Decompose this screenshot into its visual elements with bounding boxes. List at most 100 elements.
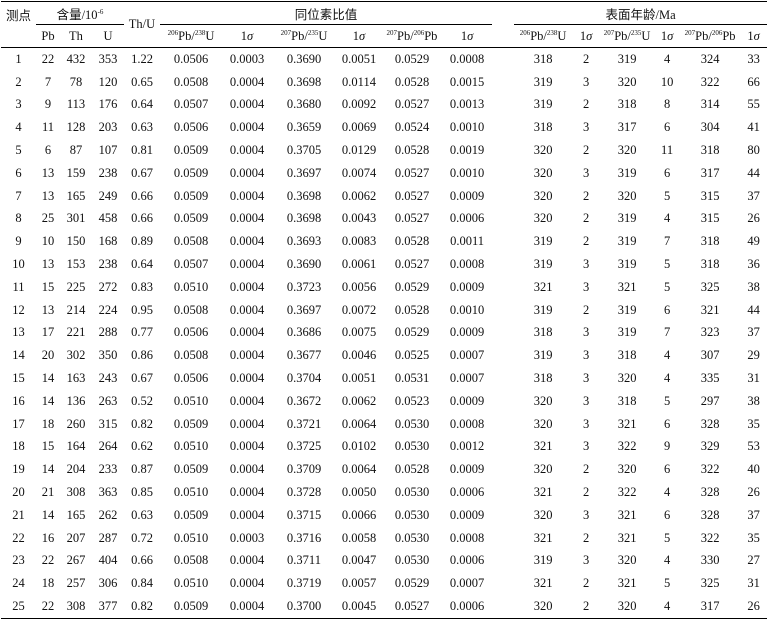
table-cell: 267 [66, 553, 86, 568]
table-cell: 2 [582, 485, 590, 500]
table-cell: 3 [582, 393, 590, 408]
table-cell: 0.0510 [173, 393, 209, 408]
table-cell: 3 [582, 348, 590, 363]
table-cell: 320 [533, 211, 553, 226]
table-cell: 0.3723 [286, 279, 322, 294]
table-cell: 308 [66, 485, 86, 500]
table-cell: 0.0045 [336, 595, 382, 619]
table-cell: 0.0506 [173, 120, 209, 135]
table-cell: 20 [41, 348, 55, 363]
header-ratio-207-206-sigma: 1σ [442, 24, 493, 48]
table-cell: 320 [600, 595, 655, 619]
table-cell: 0.0074 [341, 165, 377, 180]
table-cell: 3 [582, 257, 590, 272]
table-cell: 0.3686 [286, 325, 322, 340]
table-cell: 26 [747, 211, 760, 226]
table-cell: 335 [700, 371, 720, 386]
table-cell: 0.0004 [229, 507, 265, 522]
table-cell: 320 [533, 143, 553, 158]
table-cell: 23 [12, 553, 25, 568]
table-cell: 0.0510 [173, 439, 209, 454]
table-cell: 8 [663, 97, 671, 112]
table-cell: 318 [533, 120, 553, 135]
table-cell: 2 [582, 211, 590, 226]
table-cell: 6 [663, 165, 671, 180]
table-cell: 5 [663, 279, 671, 294]
table-cell: 307 [700, 348, 720, 363]
table-cell: 159 [66, 165, 86, 180]
table-cell: 0.0057 [341, 576, 377, 591]
table-cell: 0.0509 [173, 211, 209, 226]
table-cell: 0.0004 [229, 188, 265, 203]
table-cell: 4 [663, 371, 671, 386]
table-cell: 0.0004 [229, 393, 265, 408]
table-cell: 10 [660, 74, 674, 89]
table-cell: 0.0531 [394, 371, 430, 386]
table-cell: 0.95 [131, 302, 153, 317]
table-cell: 0.0510 [173, 279, 209, 294]
table-cell: 0.0046 [341, 348, 377, 363]
table-cell: 320 [533, 165, 553, 180]
table-cell: 0.63 [131, 507, 153, 522]
table-cell: 4 [654, 595, 681, 619]
table-cell: 0.0006 [442, 595, 493, 619]
table-cell: 7 [663, 325, 671, 340]
table-cell: 16 [41, 530, 55, 545]
table-cell: 17 [41, 325, 55, 340]
table-cell: 319 [617, 302, 637, 317]
table-cell: 330 [700, 553, 720, 568]
table-cell: 0.0004 [229, 257, 265, 272]
table-cell: 3 [582, 74, 590, 89]
table-cell: 315 [700, 188, 720, 203]
table-cell: 2 [582, 302, 590, 317]
table-cell: 319 [533, 302, 553, 317]
table-cell: 6 [663, 462, 671, 477]
table-cell: 0.3690 [286, 257, 322, 272]
table-cell: 324 [700, 51, 720, 66]
table-cell: 21 [12, 507, 25, 522]
table-cell: 0.0527 [382, 595, 442, 619]
table-cell: 2 [582, 51, 590, 66]
table-cell: 11 [661, 143, 674, 158]
table-cell: 287 [98, 530, 118, 545]
table-cell: 0.3697 [286, 165, 322, 180]
table-cell: 0.83 [131, 279, 153, 294]
table-cell: 41 [747, 120, 760, 135]
table-cell: 0.0009 [449, 393, 485, 408]
table-cell: 320 [617, 371, 637, 386]
table-cell: 0.0075 [341, 325, 377, 340]
table-cell: 19 [12, 462, 25, 477]
table-cell: 0.0007 [449, 576, 485, 591]
table-cell: 176 [98, 97, 118, 112]
table-cell: 0.0530 [394, 485, 430, 500]
table-cell: 0.52 [131, 393, 153, 408]
table-row: 22 16 207 287 0.72 0.0510 0.0003 0.3716 0.0058 0.… [1, 527, 767, 550]
table-cell: 0.0528 [394, 462, 430, 477]
table-cell: 29 [747, 348, 760, 363]
table-cell: 320 [617, 74, 637, 89]
table-cell: 272 [98, 279, 118, 294]
table-cell: 25 [1, 595, 36, 619]
table-cell: 0.0062 [341, 393, 377, 408]
table-cell: 3 [582, 325, 590, 340]
table-cell: 0.67 [131, 165, 153, 180]
table-cell: 2 [582, 234, 590, 249]
table-cell: 321 [617, 279, 637, 294]
table-cell: 0.0102 [341, 439, 377, 454]
table-cell: 0.0004 [229, 485, 265, 500]
table-cell: 22 [41, 553, 55, 568]
table-cell: 319 [533, 74, 553, 89]
header-age-207-206-sigma: 1σ [740, 24, 768, 48]
table-cell: 0.0530 [394, 416, 430, 431]
table-cell: 325 [700, 279, 720, 294]
table-cell: 0.3705 [286, 143, 322, 158]
table-cell: 3 [582, 439, 590, 454]
table-cell: 0.82 [124, 595, 160, 619]
table-row: 5 6 87 107 0.81 0.0509 0.0004 0.3705 0.0129 0.052… [1, 139, 767, 162]
table-cell: 35 [747, 530, 760, 545]
table-row: 25 22 308 377 0.82 0.0509 0.0004 0.3700 0.0045 0.… [1, 595, 768, 619]
table-row: 13 17 221 288 0.77 0.0506 0.0004 0.3686 0.0075 0.… [1, 322, 767, 345]
table-cell: 20 [12, 485, 25, 500]
table-cell: 318 [533, 371, 553, 386]
table-cell: 87 [69, 143, 83, 158]
